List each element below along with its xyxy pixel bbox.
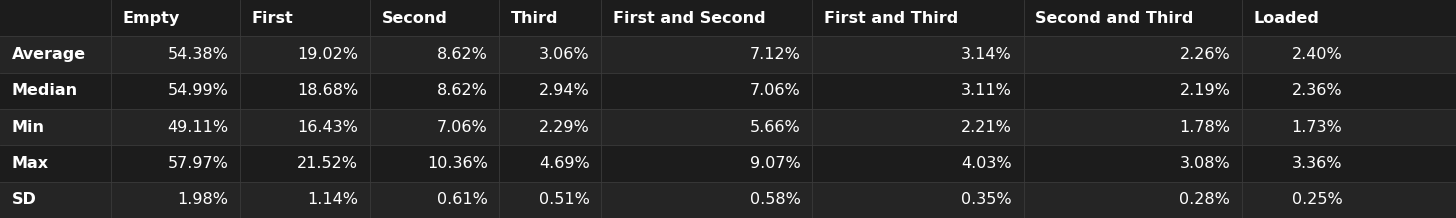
Text: 54.38%: 54.38%	[167, 47, 229, 62]
Text: 16.43%: 16.43%	[297, 120, 358, 135]
Text: 4.03%: 4.03%	[961, 156, 1012, 171]
Bar	[0, 145, 1456, 182]
Text: Max: Max	[12, 156, 48, 171]
Text: Loaded: Loaded	[1254, 11, 1319, 26]
Text: 21.52%: 21.52%	[297, 156, 358, 171]
Bar	[0, 182, 1456, 218]
Text: Empty: Empty	[122, 11, 179, 26]
Text: Average: Average	[12, 47, 86, 62]
Text: 0.51%: 0.51%	[539, 192, 590, 207]
Text: 1.98%: 1.98%	[178, 192, 229, 207]
Text: Second: Second	[381, 11, 447, 26]
Text: 10.36%: 10.36%	[427, 156, 488, 171]
Text: 8.62%: 8.62%	[437, 83, 488, 98]
Text: 2.94%: 2.94%	[539, 83, 590, 98]
Text: 0.25%: 0.25%	[1291, 192, 1342, 207]
Text: First and Second: First and Second	[613, 11, 766, 26]
Text: 1.73%: 1.73%	[1291, 120, 1342, 135]
Text: 0.28%: 0.28%	[1179, 192, 1230, 207]
Bar	[0, 36, 1456, 73]
Text: 0.58%: 0.58%	[750, 192, 801, 207]
Text: 2.26%: 2.26%	[1179, 47, 1230, 62]
Text: 2.29%: 2.29%	[539, 120, 590, 135]
Text: First and Third: First and Third	[824, 11, 958, 26]
Text: 5.66%: 5.66%	[750, 120, 801, 135]
Text: 19.02%: 19.02%	[297, 47, 358, 62]
Text: 3.08%: 3.08%	[1179, 156, 1230, 171]
Text: 3.14%: 3.14%	[961, 47, 1012, 62]
Text: 7.06%: 7.06%	[750, 83, 801, 98]
Text: 3.06%: 3.06%	[539, 47, 590, 62]
Bar	[0, 73, 1456, 109]
Text: 0.61%: 0.61%	[437, 192, 488, 207]
Text: 3.11%: 3.11%	[961, 83, 1012, 98]
Bar	[0, 0, 1456, 36]
Text: 2.21%: 2.21%	[961, 120, 1012, 135]
Text: 1.78%: 1.78%	[1179, 120, 1230, 135]
Text: 8.62%: 8.62%	[437, 47, 488, 62]
Text: 57.97%: 57.97%	[167, 156, 229, 171]
Text: 2.19%: 2.19%	[1179, 83, 1230, 98]
Text: 7.06%: 7.06%	[437, 120, 488, 135]
Text: 49.11%: 49.11%	[167, 120, 229, 135]
Text: First: First	[252, 11, 294, 26]
Text: Second and Third: Second and Third	[1035, 11, 1194, 26]
Text: 2.40%: 2.40%	[1291, 47, 1342, 62]
Text: Third: Third	[511, 11, 559, 26]
Text: 54.99%: 54.99%	[167, 83, 229, 98]
Text: 1.14%: 1.14%	[307, 192, 358, 207]
Text: 18.68%: 18.68%	[297, 83, 358, 98]
Text: 0.35%: 0.35%	[961, 192, 1012, 207]
Text: SD: SD	[12, 192, 36, 207]
Text: 7.12%: 7.12%	[750, 47, 801, 62]
Text: 4.69%: 4.69%	[539, 156, 590, 171]
Text: Min: Min	[12, 120, 45, 135]
Text: 3.36%: 3.36%	[1291, 156, 1342, 171]
Text: 2.36%: 2.36%	[1291, 83, 1342, 98]
Text: Median: Median	[12, 83, 77, 98]
Text: 9.07%: 9.07%	[750, 156, 801, 171]
Bar	[0, 109, 1456, 145]
